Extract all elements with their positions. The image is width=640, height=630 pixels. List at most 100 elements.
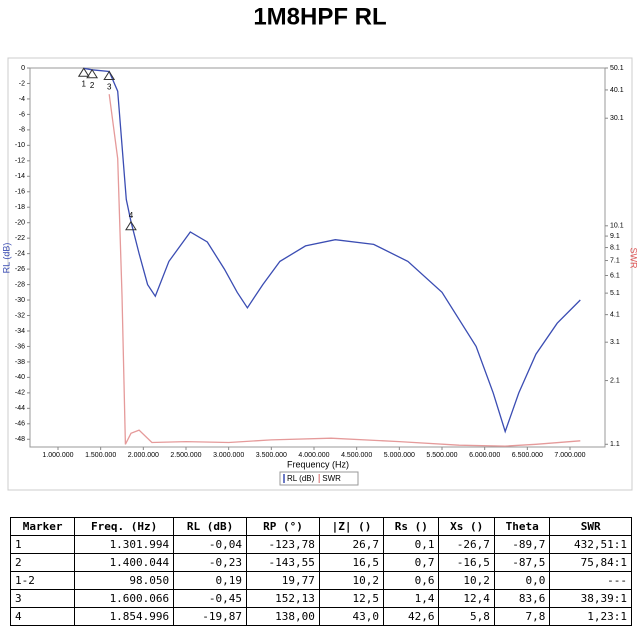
y-axis-label: RL (dB): [1, 243, 11, 274]
series-line: [83, 67, 581, 434]
marker-label: 2: [90, 81, 95, 90]
y-tick-label: -34: [15, 328, 25, 335]
table-row: 1-2 98.050 0,19 19,77 10,2 0,6 10,2 0,0 ---: [9, 571, 632, 590]
y-tick-label: -30: [15, 297, 25, 304]
plot-area: [29, 67, 606, 448]
legend-label: SWR: [322, 474, 341, 483]
y-tick-label: -42: [15, 390, 25, 397]
table-cell: 43,0: [318, 607, 385, 626]
y-tick-label: -4: [19, 96, 25, 103]
table-cell: -19,87: [173, 607, 248, 626]
table-cell: 12,4: [438, 589, 495, 608]
y2-tick-label: 1.1: [610, 441, 620, 448]
y2-tick-label: 30.1: [610, 115, 624, 122]
y-tick-label: -16: [15, 189, 25, 196]
header-cell: Theta: [493, 517, 551, 536]
y2-tick-label: 2.1: [610, 377, 620, 384]
table-cell: 5,8: [438, 607, 495, 626]
table-cell: -87,5: [493, 553, 551, 572]
table-cell: 1.854.996: [74, 607, 175, 626]
header-cell: RP (°): [246, 517, 320, 536]
table-cell: 7,8: [493, 607, 551, 626]
table-cell: 83,6: [493, 589, 551, 608]
x-tick-label: 3.500.000: [256, 452, 287, 459]
y-tick-label: -12: [15, 158, 25, 165]
marker-label: 4: [129, 211, 134, 220]
marker-triangle: [103, 70, 116, 80]
table-cell: -0,45: [173, 589, 248, 608]
y-tick-label: -20: [15, 220, 25, 227]
marker-triangle: [86, 68, 99, 79]
table-cell: -0,23: [173, 553, 248, 572]
table-cell: 0,19: [173, 571, 248, 590]
table-cell: 42,6: [383, 607, 440, 626]
x-tick-label: 1.000.000: [42, 452, 73, 459]
x-tick-label: 4.000.000: [298, 452, 329, 459]
y2-tick-label: 8.1: [610, 244, 620, 251]
y-tick-label: -48: [15, 436, 25, 443]
table-cell: 1: [9, 535, 76, 554]
table-cell: -143,55: [246, 553, 320, 572]
header-cell: Xs (): [438, 517, 495, 536]
table-cell: -0,04: [173, 535, 248, 554]
table-cell: 75,84:1: [549, 553, 632, 572]
header-cell: Freq. (Hz): [74, 517, 175, 536]
table-cell: 1,4: [383, 589, 440, 608]
y2-tick-label: 7.1: [610, 257, 620, 264]
y2-tick-label: 10.1: [610, 223, 624, 230]
x-tick-label: 3.000.000: [213, 452, 244, 459]
y-tick-label: -10: [15, 142, 25, 149]
table-cell: 19,77: [246, 571, 320, 590]
y-tick-label: -28: [15, 281, 25, 288]
table-cell: 1,23:1: [549, 607, 632, 626]
y-tick-label: -2: [19, 80, 25, 87]
table-cell: 38,39:1: [549, 589, 632, 608]
x-tick-label: 5.000.000: [384, 452, 415, 459]
chart: 1M8HPF RL Frequency (Hz) RL (dB) SWR 0 -2…: [1, 3, 639, 491]
header-cell: Marker: [9, 517, 76, 536]
marker-triangle: [77, 67, 90, 77]
x-tick-label: 6.500.000: [512, 452, 543, 459]
x-tick-label: 2.000.000: [128, 452, 159, 459]
table-cell: 4: [9, 607, 76, 626]
table-cell: 3: [9, 589, 76, 608]
table-header: Marker Freq. (Hz) RL (dB) RP (°) |Z| () Rs ()…: [9, 517, 632, 536]
y2-tick-label: 6.1: [610, 272, 620, 279]
table-cell: 0,0: [493, 571, 551, 590]
y-tick-label: -18: [15, 204, 25, 211]
table-cell: 152,13: [246, 589, 320, 608]
x-tick-label: 4.500.000: [341, 452, 372, 459]
table-cell: -26,7: [438, 535, 495, 554]
y-tick-label: -8: [19, 127, 25, 134]
y-tick-label: -22: [15, 235, 25, 242]
table-row: 3 1.600.066 -0,45 152,13 12,5 1,4 12,4 83,6 38,3…: [9, 589, 632, 608]
y-tick-label: -6: [19, 111, 25, 118]
table-cell: -89,7: [493, 535, 551, 554]
chart-title: 1M8HPF RL: [253, 3, 386, 30]
y-tick-label: -44: [15, 405, 25, 412]
marker-label: 3: [107, 83, 112, 92]
table-row: 4 1.854.996 -19,87 138,00 43,0 42,6 5,8 7,8 1,23…: [9, 607, 632, 626]
y-tick-label: -24: [15, 250, 25, 257]
legend-label: RL (dB): [287, 474, 315, 483]
table-cell: ---: [549, 571, 632, 590]
header-cell: RL (dB): [173, 517, 248, 536]
header-cell: |Z| (): [318, 517, 385, 536]
table-cell: 1.600.066: [74, 589, 175, 608]
table-cell: 432,51:1: [549, 535, 632, 554]
table-cell: 10,2: [318, 571, 385, 590]
table-cell: -123,78: [246, 535, 320, 554]
x-axis-label: Frequency (Hz): [287, 459, 349, 469]
y-tick-label: -40: [15, 374, 25, 381]
table-cell: 98.050: [74, 571, 175, 590]
table-row: 2 1.400.044 -0,23 -143,55 16,5 0,7 -16,5 -87,5 7…: [9, 553, 632, 572]
y-tick-label: -38: [15, 359, 25, 366]
table-cell: 0,1: [383, 535, 440, 554]
x-tick-label: 7.000.000: [554, 452, 585, 459]
table-cell: 16,5: [318, 553, 385, 572]
table-cell: 12,5: [318, 589, 385, 608]
table-cell: 26,7: [318, 535, 385, 554]
y2-tick-label: 9.1: [610, 233, 620, 240]
y-tick-label: 0: [21, 65, 25, 72]
